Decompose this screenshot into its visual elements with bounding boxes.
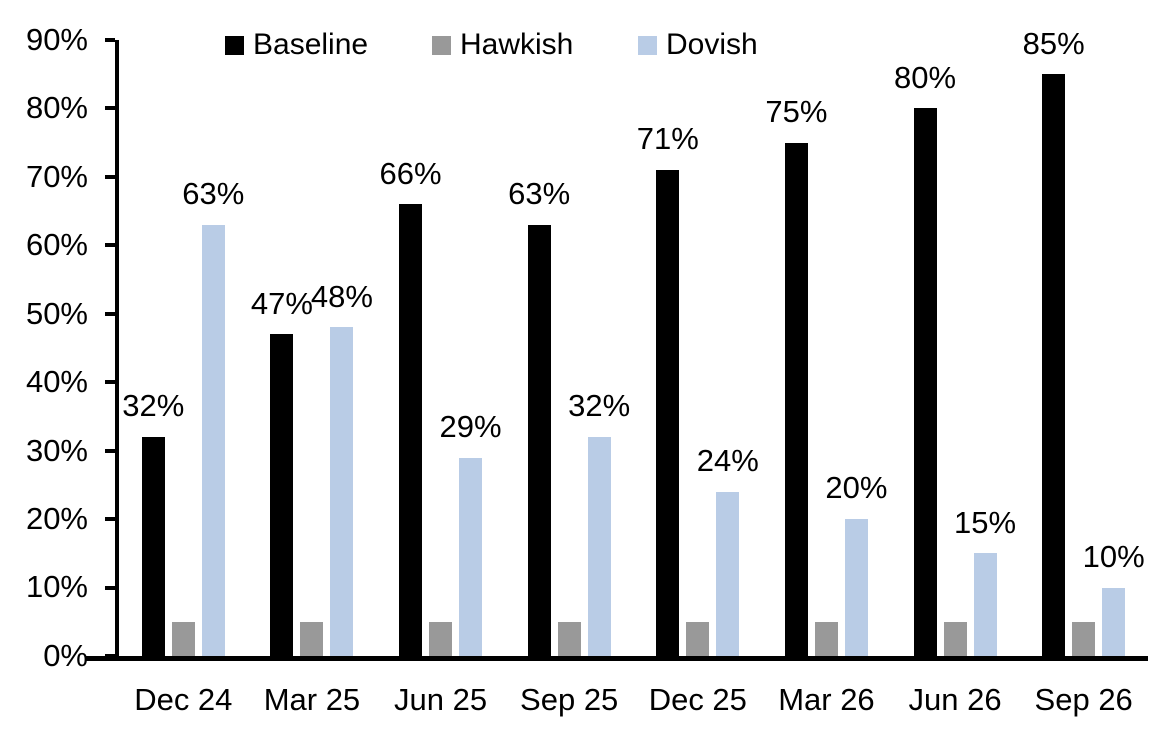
bar-dovish: 20% (825, 470, 887, 656)
y-tick-mark (105, 38, 115, 42)
y-tick-label: 20% (25, 501, 88, 537)
x-axis-labels: Dec 24 Mar 25 Jun 25 Sep 25 Dec 25 Mar 26 Jun … (119, 682, 1148, 717)
y-tick-label: 60% (25, 227, 88, 263)
bar-value-label: 63% (508, 176, 571, 212)
y-tick-label: 80% (25, 90, 88, 126)
bar-dovish: 32% (568, 388, 630, 656)
bar-hawkish (943, 621, 967, 656)
bar-group-mar-25: 47% 48% (248, 40, 377, 656)
y-tick-label: 40% (25, 364, 88, 400)
legend: Baseline Hawkish Dovish (0, 24, 1152, 66)
y-tick-label: 0% (43, 637, 88, 673)
bar-group-dec-24: 32% 63% (119, 40, 248, 656)
y-axis-ticks (105, 38, 115, 658)
bar-value-label: 47% (250, 285, 313, 321)
bar-hawkish (1072, 621, 1096, 656)
bar-dovish: 48% (311, 279, 373, 656)
bar-value-label: 10% (1082, 538, 1145, 574)
y-tick-mark (105, 174, 115, 179)
bar-value-label: 32% (568, 388, 631, 424)
y-tick-mark (105, 585, 115, 590)
bar-baseline: 75% (765, 94, 827, 656)
bar-value-label: 20% (825, 470, 888, 506)
bar-group-dec-25: 71% 24% (634, 40, 763, 656)
y-tick-label: 10% (25, 569, 88, 605)
y-tick-mark (105, 517, 115, 522)
x-category-label: Jun 25 (394, 682, 488, 717)
plot-groups: 32% 63% 47% 48% 66% 29% 63% 32% 71% 24% 75% 20% 80% 1… (119, 26, 1148, 656)
legend-item-baseline: Baseline (225, 24, 368, 66)
y-axis-line (115, 40, 119, 661)
bar-baseline: 32% (122, 388, 184, 656)
bar-value-label: 24% (696, 443, 759, 479)
bar-value-label: 15% (954, 504, 1017, 540)
bar-dovish: 15% (954, 505, 1016, 656)
bar-value-label: 63% (182, 176, 245, 212)
y-tick-label: 90% (25, 21, 88, 57)
y-axis-labels: 0% 10% 20% 30% 40% 50% 60% 70% 80% 90% (0, 22, 88, 672)
bar-value-label: 75% (765, 94, 828, 130)
bar-hawkish (814, 621, 838, 656)
bar-hawkish (429, 621, 453, 656)
legend-item-dovish: Dovish (638, 24, 758, 66)
x-category-label: Sep 26 (1034, 682, 1133, 717)
bar-group-sep-25: 63% 32% (505, 40, 634, 656)
legend-label-dovish: Dovish (666, 28, 758, 61)
y-tick-mark (105, 243, 115, 248)
bar-dovish: 63% (182, 176, 244, 656)
bar-group-jun-25: 66% 29% (376, 40, 505, 656)
bar-group-mar-26: 75% 20% (762, 40, 891, 656)
y-tick-mark (105, 380, 115, 385)
bar-value-label: 29% (439, 408, 502, 444)
bar-value-label: 32% (122, 388, 185, 424)
bar-baseline: 66% (380, 156, 442, 656)
bar-hawkish (300, 621, 324, 656)
bar-hawkish (171, 621, 195, 656)
bar-baseline: 63% (508, 176, 570, 656)
y-tick-mark (105, 448, 115, 453)
legend-item-hawkish: Hawkish (432, 24, 573, 66)
y-tick-mark (105, 311, 115, 316)
y-tick-mark (105, 106, 115, 111)
y-tick-label: 30% (25, 432, 88, 468)
bar-dovish: 10% (1083, 539, 1145, 656)
hawkish-swatch-icon (432, 35, 451, 55)
dovish-swatch-icon (638, 35, 657, 55)
bar-group-sep-26: 85% 10% (1019, 26, 1148, 656)
bar-value-label: 71% (636, 121, 699, 157)
bar-baseline: 80% (894, 60, 956, 656)
x-category-label: Dec 25 (648, 682, 747, 717)
x-axis-line (85, 656, 1148, 661)
bar-group-jun-26: 80% 15% (891, 40, 1020, 656)
bar-baseline: 71% (637, 121, 699, 656)
bar-value-label: 48% (310, 278, 373, 314)
baseline-swatch-icon (225, 35, 244, 55)
y-tick-label: 50% (25, 295, 88, 331)
x-category-label: Mar 26 (778, 682, 875, 717)
bar-dovish: 29% (440, 409, 502, 656)
bar-value-label: 66% (379, 155, 442, 191)
x-category-label: Jun 26 (908, 682, 1002, 717)
legend-label-baseline: Baseline (253, 28, 369, 61)
bar-baseline: 47% (251, 286, 313, 656)
legend-label-hawkish: Hawkish (460, 28, 574, 61)
y-tick-label: 70% (25, 158, 88, 194)
bar-value-label: 85% (1022, 25, 1085, 61)
x-category-label: Mar 25 (263, 682, 361, 717)
bar-baseline: 85% (1023, 26, 1085, 656)
bar-dovish: 24% (697, 443, 759, 656)
bar-value-label: 80% (894, 59, 957, 95)
x-category-label: Dec 24 (134, 682, 233, 717)
bar-hawkish (686, 621, 710, 656)
x-category-label: Sep 25 (520, 682, 619, 717)
bar-hawkish (557, 621, 581, 656)
